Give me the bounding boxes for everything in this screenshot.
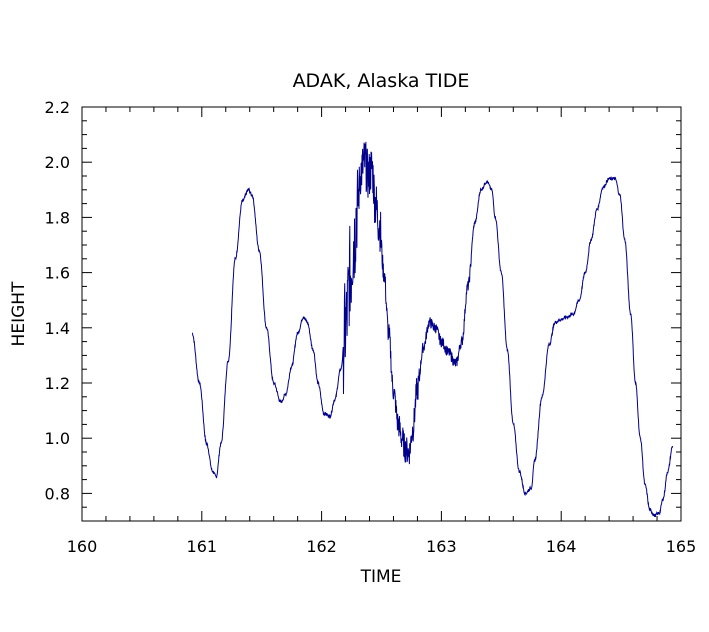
y-tick-label: 2.2 [45, 98, 70, 117]
x-tick-label: 160 [67, 537, 98, 556]
x-tick-labels: 160 161 162 163 164 165 [67, 537, 697, 556]
x-tick-label: 165 [666, 537, 697, 556]
plot-frame [81, 106, 682, 522]
x-axis-label: TIME [360, 567, 402, 587]
y-tick-labels: 0.8 1.0 1.2 1.4 1.6 1.8 2.0 2.2 [45, 98, 70, 503]
y-tick-label: 1.0 [45, 429, 70, 448]
y-tick-label: 2.0 [45, 153, 70, 172]
y-axis-label: HEIGHT [9, 281, 29, 346]
axis-ticks [81, 106, 682, 522]
y-tick-label: 0.8 [45, 484, 70, 503]
x-tick-label: 162 [306, 537, 337, 556]
x-tick-label: 161 [187, 537, 218, 556]
x-tick-label: 163 [426, 537, 457, 556]
y-tick-label: 1.6 [45, 264, 70, 283]
y-tick-label: 1.2 [45, 374, 70, 393]
y-tick-label: 1.8 [45, 208, 70, 227]
x-tick-label: 164 [546, 537, 577, 556]
tide-series-line [192, 141, 674, 517]
chart-title: ADAK, Alaska TIDE [293, 70, 470, 92]
y-tick-label: 1.4 [45, 319, 70, 338]
